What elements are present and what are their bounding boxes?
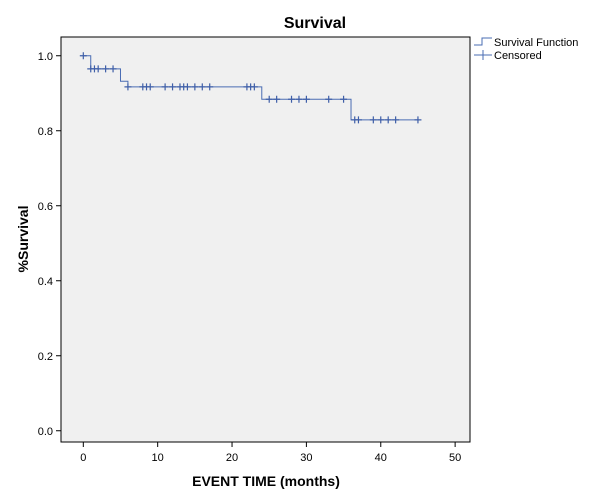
censor-mark <box>354 116 362 124</box>
censor-mark <box>369 116 377 124</box>
censor-mark <box>169 83 177 91</box>
censor-mark <box>340 95 348 103</box>
x-tick-label: 10 <box>152 452 164 464</box>
y-tick-label: 1.0 <box>38 51 53 63</box>
legend-label-censored: Censored <box>494 50 542 62</box>
legend-censor-icon <box>474 50 492 60</box>
censor-mark <box>124 83 132 91</box>
censor-mark <box>94 65 102 73</box>
x-tick-label: 0 <box>80 452 86 464</box>
censor-mark <box>206 83 214 91</box>
x-axis: 0 10 20 30 40 50 <box>80 442 461 464</box>
legend-label-survival-function: Survival Function <box>494 37 578 49</box>
censor-mark <box>250 83 258 91</box>
legend-item-survival-function: Survival Function <box>474 37 578 49</box>
censor-mark <box>392 116 400 124</box>
censor-mark <box>146 83 154 91</box>
y-tick-label: 0.6 <box>38 201 53 213</box>
censor-marks <box>79 52 422 124</box>
x-tick-label: 40 <box>375 452 387 464</box>
censor-mark <box>414 116 422 124</box>
censor-mark <box>295 95 303 103</box>
y-tick-label: 0.8 <box>38 126 53 138</box>
x-tick-label: 20 <box>226 452 238 464</box>
censor-mark <box>191 83 199 91</box>
censor-mark <box>198 83 206 91</box>
y-tick-label: 0.4 <box>38 276 53 288</box>
censor-mark <box>288 95 296 103</box>
y-axis: 0.0 0.2 0.4 0.6 0.8 1.0 <box>38 51 61 438</box>
legend-item-censored: Censored <box>474 50 542 62</box>
censor-mark <box>79 52 87 60</box>
chart-title: Survival <box>284 15 346 32</box>
censor-mark <box>265 95 273 103</box>
y-tick-label: 0.2 <box>38 351 53 363</box>
x-axis-label: EVENT TIME (months) <box>192 473 340 489</box>
censor-mark <box>109 65 117 73</box>
legend-step-icon <box>474 37 492 46</box>
y-tick-label: 0.0 <box>38 426 53 438</box>
censor-mark <box>377 116 385 124</box>
censor-mark <box>183 83 191 91</box>
legend: Survival Function Censored <box>474 37 578 62</box>
censor-mark <box>273 95 281 103</box>
x-tick-label: 50 <box>449 452 461 464</box>
censor-mark <box>384 116 392 124</box>
censor-mark <box>102 65 110 73</box>
censor-mark <box>302 95 310 103</box>
x-tick-label: 30 <box>300 452 312 464</box>
y-axis-label: %Survival <box>15 206 31 273</box>
censor-mark <box>325 95 333 103</box>
censor-mark <box>161 83 169 91</box>
plot-area <box>60 36 471 443</box>
